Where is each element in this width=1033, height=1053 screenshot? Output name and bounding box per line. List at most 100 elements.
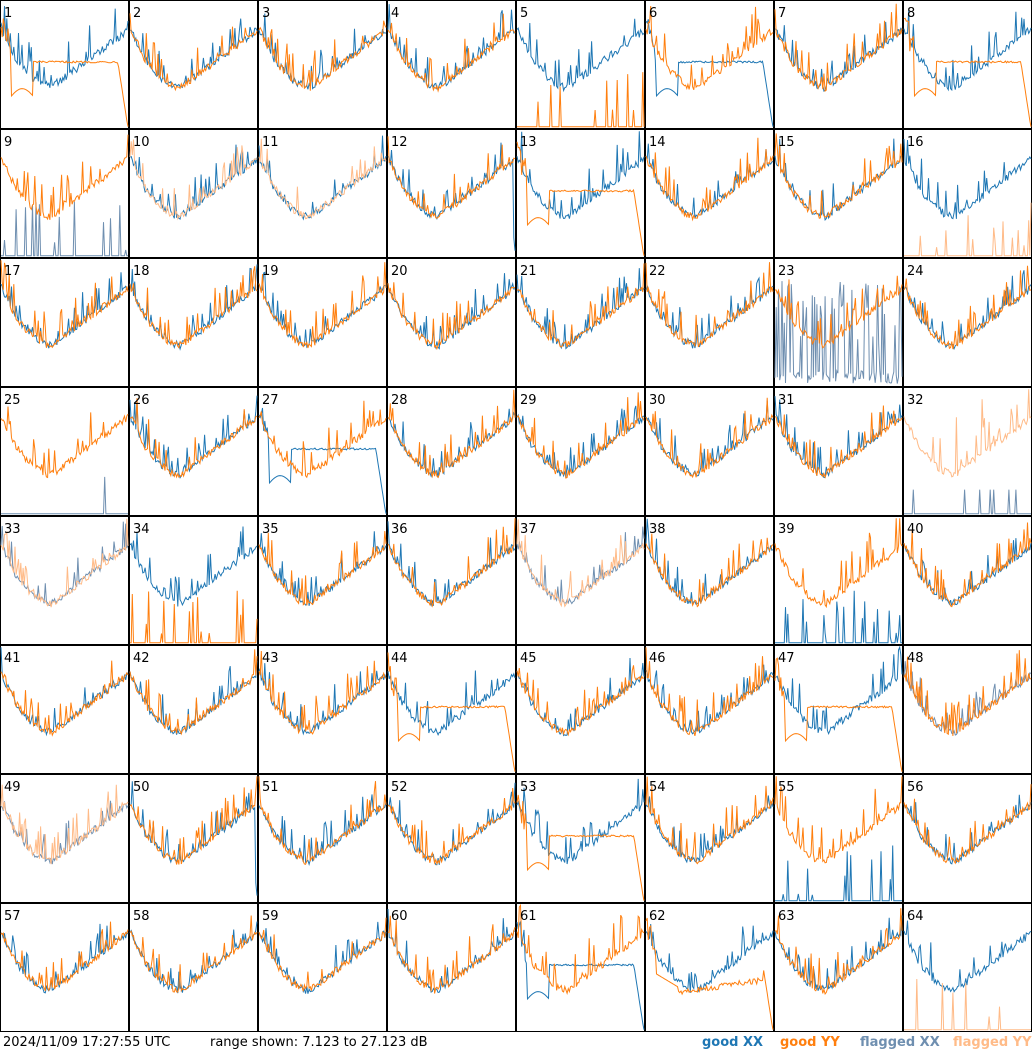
series-yy: [516, 794, 645, 901]
panel-label: 59: [262, 909, 279, 924]
panel-label: 18: [133, 264, 150, 279]
series-yy: [645, 917, 774, 1030]
panel-label: 42: [133, 651, 150, 666]
panel-label: 31: [778, 393, 795, 408]
series-xx: [903, 920, 1032, 993]
series-yy: [774, 3, 903, 92]
panel-frame: [903, 0, 1032, 129]
panel-34: 34: [129, 516, 258, 645]
panel-frame: [774, 0, 903, 129]
series-yy: [645, 397, 774, 479]
panel-label: 2: [133, 6, 141, 21]
panel-label: 50: [133, 780, 150, 795]
series-yy: [129, 776, 258, 865]
panel-55: 55: [774, 774, 903, 903]
panel-56: 56: [903, 774, 1032, 903]
series-yy: [129, 266, 258, 349]
panel-label: 38: [649, 522, 666, 537]
panel-frame: [516, 774, 645, 903]
panel-60: 60: [387, 903, 516, 1032]
series-yy: [903, 522, 1032, 608]
panel-frame: [516, 903, 645, 1032]
panel-label: 24: [907, 264, 924, 279]
panel-label: 22: [649, 264, 666, 279]
series-yy: [387, 652, 516, 772]
panel-57: 57: [0, 903, 129, 1032]
panel-frame: [0, 387, 129, 516]
panel-label: 4: [391, 6, 399, 21]
panel-label: 41: [4, 651, 21, 666]
panel-59: 59: [258, 903, 387, 1032]
panel-22: 22: [645, 258, 774, 387]
panel-28: 28: [387, 387, 516, 516]
series-xx: [1, 476, 128, 515]
panel-label: 47: [778, 651, 795, 666]
panel-label: 23: [778, 264, 795, 279]
series-xx: [387, 142, 516, 251]
panel-39: 39: [774, 516, 903, 645]
panel-40: 40: [903, 516, 1032, 645]
series-xx: [903, 538, 1032, 606]
series-yy: [258, 138, 387, 220]
series-yy: [903, 389, 1032, 478]
panel-label: 55: [778, 780, 795, 795]
series-xx: [258, 407, 387, 514]
series-yy: [774, 518, 903, 609]
panel-frame: [129, 774, 258, 903]
series-yy: [387, 136, 516, 219]
panel-62: 62: [645, 903, 774, 1032]
panel-label: 13: [520, 135, 537, 150]
panel-label: 17: [4, 264, 21, 279]
panel-frame: [516, 645, 645, 774]
panel-label: 19: [262, 264, 279, 279]
series-xx: [774, 138, 903, 222]
panel-9: 9: [0, 129, 129, 258]
panel-24: 24: [903, 258, 1032, 387]
panel-label: 25: [4, 393, 21, 408]
series-xx: [774, 915, 903, 991]
series-yy: [129, 139, 258, 221]
series-xx: [129, 18, 258, 89]
series-xx: [387, 670, 516, 737]
legend-flagged-yy: flagged YY: [953, 1035, 1032, 1050]
panel-41: 41: [0, 645, 129, 774]
series-yy: [0, 784, 129, 865]
legend-good-yy: good YY: [780, 1035, 840, 1050]
series-xx: [903, 138, 1032, 220]
series-yy: [645, 262, 774, 348]
panel-label: 27: [262, 393, 279, 408]
legend-good-xx: good XX: [702, 1035, 764, 1050]
series-yy: [387, 787, 516, 866]
series-yy: [0, 406, 129, 479]
series-xx: [258, 794, 387, 867]
panel-label: 28: [391, 393, 408, 408]
panel-51: 51: [258, 774, 387, 903]
panel-label: 21: [520, 264, 537, 279]
panel-frame: [903, 774, 1032, 903]
panel-frame: [516, 387, 645, 516]
panel-37: 37: [516, 516, 645, 645]
panel-label: 14: [649, 135, 666, 150]
series-yy: [0, 921, 129, 992]
panel-frame: [387, 774, 516, 903]
range-label: range shown: 7.123 to 27.123 dB: [210, 1035, 428, 1050]
panel-64: 64: [903, 903, 1032, 1032]
panel-61: 61: [516, 903, 645, 1032]
panel-label: 33: [4, 522, 21, 537]
series-yy: [258, 776, 387, 865]
series-xx: [129, 781, 258, 896]
panel-frame: [0, 774, 129, 903]
panel-6: 6: [645, 0, 774, 129]
panel-30: 30: [645, 387, 774, 516]
panel-frame: [0, 645, 129, 774]
panel-label: 36: [391, 522, 408, 537]
panel-label: 46: [649, 651, 666, 666]
series-yy: [129, 13, 258, 92]
series-xx: [387, 521, 516, 607]
panel-26: 26: [129, 387, 258, 516]
panel-38: 38: [645, 516, 774, 645]
panel-label: 6: [649, 6, 657, 21]
series-yy: [387, 915, 516, 994]
panel-label: 62: [649, 909, 666, 924]
series-xx: [129, 395, 258, 479]
